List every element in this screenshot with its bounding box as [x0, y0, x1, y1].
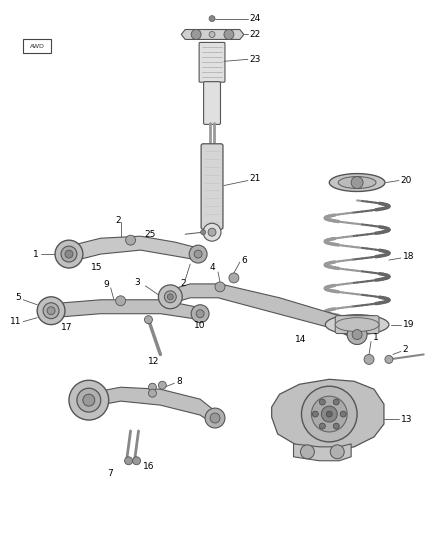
Text: 2: 2 — [116, 216, 121, 225]
Text: 9: 9 — [103, 280, 109, 289]
Ellipse shape — [335, 318, 379, 332]
Circle shape — [347, 325, 367, 344]
Circle shape — [385, 356, 393, 364]
Circle shape — [43, 303, 59, 319]
Text: 12: 12 — [148, 357, 160, 366]
FancyBboxPatch shape — [23, 39, 51, 53]
Polygon shape — [69, 236, 198, 262]
Circle shape — [189, 245, 207, 263]
Text: 7: 7 — [107, 469, 113, 478]
Circle shape — [61, 246, 77, 262]
Polygon shape — [170, 284, 357, 342]
Circle shape — [126, 235, 135, 245]
Text: 18: 18 — [403, 252, 414, 261]
Circle shape — [300, 445, 314, 459]
Circle shape — [333, 423, 339, 429]
Text: 8: 8 — [176, 377, 182, 386]
Text: 20: 20 — [401, 176, 412, 185]
Circle shape — [65, 250, 73, 258]
Circle shape — [330, 445, 344, 459]
Circle shape — [209, 15, 215, 21]
Text: 14: 14 — [294, 335, 306, 344]
Circle shape — [77, 388, 101, 412]
Circle shape — [319, 399, 325, 405]
Circle shape — [159, 381, 166, 389]
Circle shape — [321, 406, 337, 422]
Text: 6: 6 — [242, 255, 247, 264]
Circle shape — [191, 29, 201, 39]
Circle shape — [319, 423, 325, 429]
FancyBboxPatch shape — [199, 43, 225, 82]
Circle shape — [229, 273, 239, 283]
Circle shape — [145, 316, 152, 324]
Text: 17: 17 — [61, 323, 73, 332]
Circle shape — [301, 386, 357, 442]
Text: 4: 4 — [209, 263, 215, 272]
Circle shape — [194, 250, 202, 258]
Polygon shape — [181, 29, 244, 39]
FancyBboxPatch shape — [335, 316, 379, 334]
Circle shape — [164, 291, 176, 303]
Circle shape — [351, 176, 363, 189]
Circle shape — [333, 399, 339, 405]
Text: 13: 13 — [401, 415, 412, 424]
Circle shape — [133, 457, 141, 465]
Text: 23: 23 — [250, 55, 261, 64]
Text: AWD: AWD — [30, 44, 45, 49]
Polygon shape — [51, 300, 200, 320]
Circle shape — [83, 394, 95, 406]
Circle shape — [340, 411, 346, 417]
Circle shape — [205, 408, 225, 428]
FancyBboxPatch shape — [204, 82, 220, 124]
Text: 1: 1 — [33, 249, 39, 259]
Ellipse shape — [329, 174, 385, 191]
Circle shape — [312, 411, 318, 417]
Circle shape — [215, 282, 225, 292]
Text: 5: 5 — [15, 293, 21, 302]
Circle shape — [203, 223, 221, 241]
Circle shape — [124, 457, 133, 465]
Circle shape — [210, 413, 220, 423]
Circle shape — [55, 240, 83, 268]
Text: 16: 16 — [142, 462, 154, 471]
Circle shape — [352, 329, 362, 340]
Text: 21: 21 — [250, 174, 261, 183]
Text: 11: 11 — [10, 317, 21, 326]
Circle shape — [148, 389, 156, 397]
Circle shape — [209, 31, 215, 37]
Text: 2: 2 — [403, 345, 409, 354]
Circle shape — [326, 411, 332, 417]
Circle shape — [201, 230, 205, 235]
Text: 2: 2 — [180, 279, 186, 288]
Circle shape — [116, 296, 126, 306]
Text: 3: 3 — [135, 278, 141, 287]
Polygon shape — [272, 379, 384, 451]
Polygon shape — [89, 387, 215, 425]
Ellipse shape — [325, 314, 389, 335]
Text: 22: 22 — [250, 30, 261, 39]
Circle shape — [167, 294, 173, 300]
Circle shape — [37, 297, 65, 325]
Circle shape — [148, 383, 156, 391]
Text: 19: 19 — [403, 320, 414, 329]
Ellipse shape — [338, 176, 376, 189]
Circle shape — [364, 354, 374, 365]
Circle shape — [208, 228, 216, 236]
Text: 15: 15 — [91, 263, 102, 272]
Text: 10: 10 — [194, 321, 206, 330]
Circle shape — [47, 307, 55, 314]
FancyBboxPatch shape — [201, 144, 223, 229]
Circle shape — [224, 29, 234, 39]
Circle shape — [69, 380, 109, 420]
Text: 24: 24 — [250, 14, 261, 23]
Polygon shape — [293, 444, 351, 461]
Circle shape — [191, 305, 209, 322]
Circle shape — [159, 285, 182, 309]
Text: 1: 1 — [373, 333, 379, 342]
Circle shape — [196, 310, 204, 318]
Circle shape — [311, 396, 347, 432]
Text: 25: 25 — [144, 230, 155, 239]
